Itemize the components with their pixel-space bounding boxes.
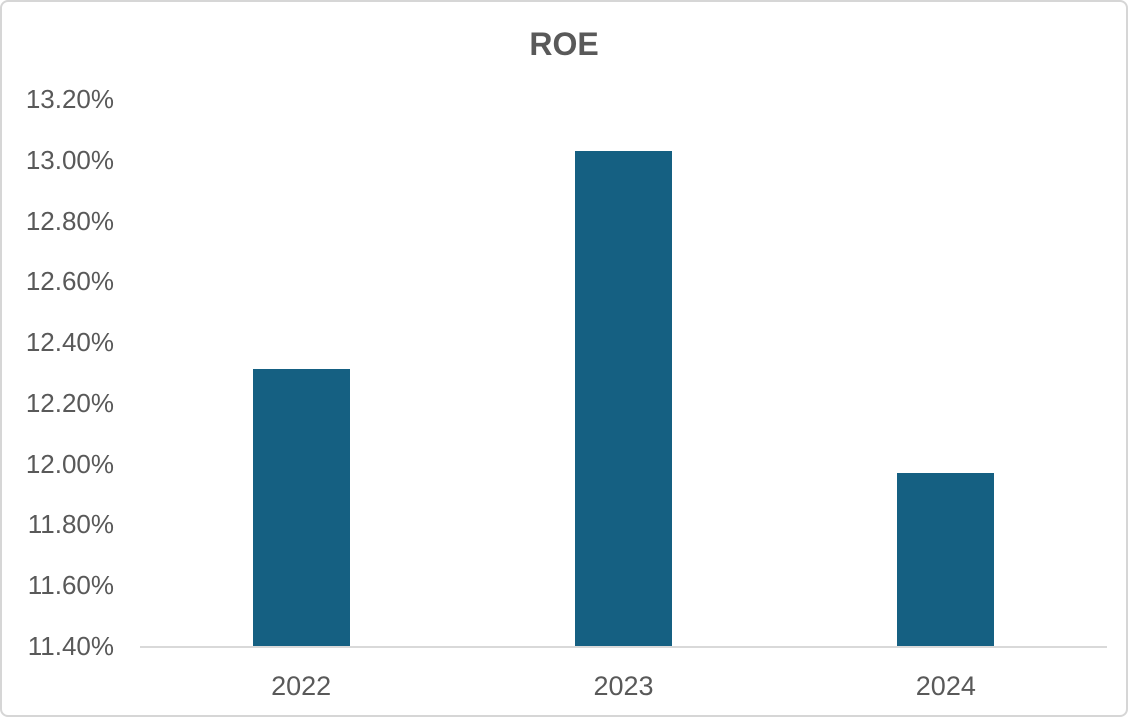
x-axis-label-2024: 2024 xyxy=(915,671,976,701)
x-axis-label-2023: 2023 xyxy=(593,671,654,701)
x-axis-label-2022: 2022 xyxy=(271,671,332,701)
y-tick-label: 12.00% xyxy=(25,448,114,479)
y-tick-label: 11.60% xyxy=(27,570,114,601)
chart-title: ROE xyxy=(529,26,599,62)
bar-2024 xyxy=(897,472,995,646)
y-tick-label: 13.20% xyxy=(25,84,114,114)
y-tick-label: 11.40% xyxy=(27,631,114,661)
plot-area xyxy=(140,99,1107,648)
bar-2022 xyxy=(252,369,350,646)
x-axis: 2022 2023 2024 xyxy=(140,670,1107,704)
y-tick-label: 12.60% xyxy=(25,266,114,297)
y-tick-label: 13.00% xyxy=(25,144,114,175)
y-tick-label: 11.80% xyxy=(27,509,114,540)
y-axis: 11.40% 11.60% 11.80% 12.00% 12.20% 12.40% 12.6… xyxy=(2,84,114,661)
x-axis-line xyxy=(140,646,1107,648)
bar-2023 xyxy=(575,150,672,646)
y-tick-label: 12.40% xyxy=(25,327,114,358)
y-tick-label: 12.20% xyxy=(25,387,114,418)
y-tick-label: 12.80% xyxy=(25,205,114,236)
